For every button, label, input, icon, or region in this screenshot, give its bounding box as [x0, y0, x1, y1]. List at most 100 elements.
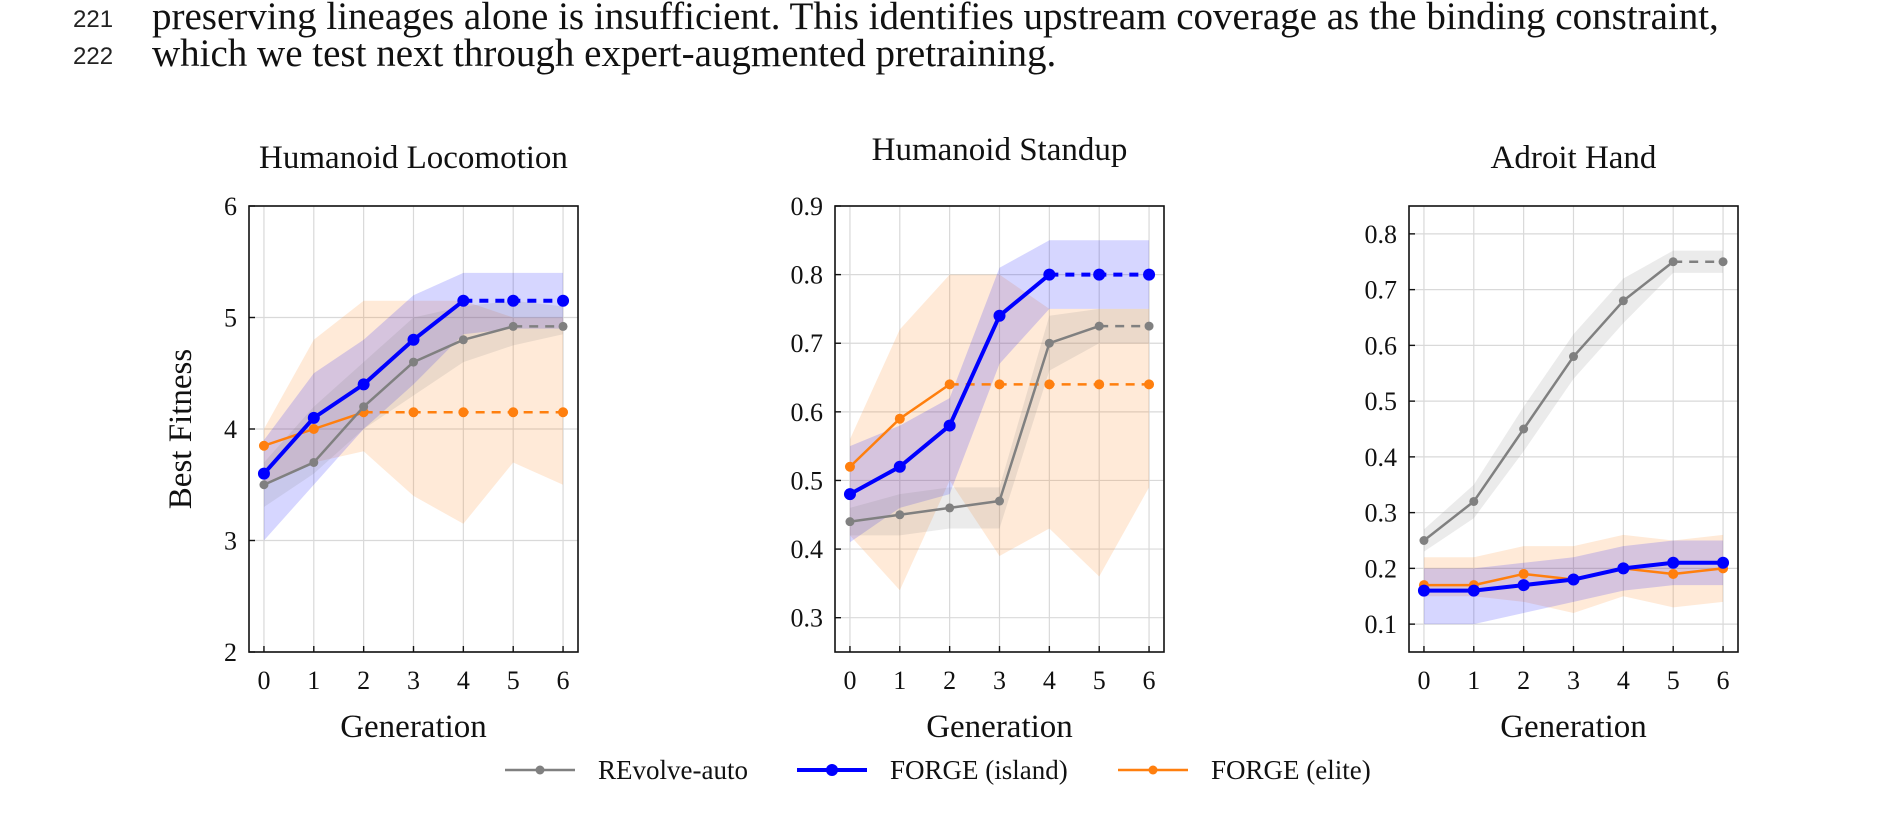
plot-area	[843, 240, 1156, 591]
data-point	[407, 333, 420, 346]
x-tick-label: 3	[407, 666, 420, 695]
data-point	[458, 407, 469, 418]
data-point	[357, 378, 370, 391]
data-point	[1419, 536, 1429, 545]
x-tick-label: 2	[943, 666, 956, 695]
confidence-band	[849, 240, 1150, 543]
data-point	[893, 460, 906, 473]
x-tick-label: 6	[1717, 666, 1730, 695]
legend-label: REvolve-auto	[598, 755, 748, 785]
data-point	[457, 294, 470, 307]
y-tick-label: 0.3	[791, 604, 824, 633]
chart-title: Humanoid Standup	[872, 132, 1128, 168]
series-line	[1423, 260, 1674, 542]
data-point	[1618, 296, 1628, 306]
legend-marker	[826, 764, 838, 776]
data-point	[508, 321, 518, 331]
y-tick-label: 0.1	[1365, 610, 1398, 639]
data-point	[895, 510, 905, 520]
x-tick-label: 0	[1417, 666, 1430, 695]
x-tick-label: 4	[1043, 666, 1056, 695]
y-tick-label: 3	[224, 527, 237, 556]
data-point	[508, 407, 519, 418]
x-tick-label: 6	[1143, 666, 1156, 695]
chart-panel: 0 1 2 3 4 5 6 2 3 4 5 6 Humanoid Locomotion Generatio…	[163, 140, 579, 745]
data-point	[995, 496, 1004, 506]
data-point	[558, 407, 569, 418]
x-tick-label: 6	[557, 666, 570, 695]
data-point	[1467, 584, 1480, 597]
y-tick-label: 4	[224, 415, 237, 444]
data-point	[258, 440, 269, 451]
data-point	[558, 321, 568, 331]
x-tick-label: 0	[843, 666, 856, 695]
series-line	[263, 325, 514, 486]
data-point	[1567, 573, 1580, 586]
legend-label: FORGE (island)	[890, 755, 1068, 785]
data-point	[943, 419, 956, 432]
data-point	[843, 488, 856, 501]
data-point	[1043, 268, 1056, 281]
confidence-band	[849, 308, 1150, 536]
y-tick-label: 6	[224, 192, 237, 221]
y-tick-label: 0.4	[1365, 443, 1398, 472]
data-point	[1144, 379, 1155, 390]
x-tick-label: 1	[893, 666, 906, 695]
data-point	[359, 402, 369, 412]
y-tick-label: 0.7	[791, 329, 824, 358]
plot-area	[1417, 250, 1730, 625]
data-point	[308, 424, 319, 434]
data-point	[844, 461, 855, 472]
line-number: 222	[73, 43, 114, 70]
chart-panel: 0 1 2 3 4 5 6 0.1 0.2 0.3 0.4 0.5 0.6 0.7 0.8 Adroit Ha…	[1365, 140, 1739, 745]
confidence-band	[1423, 250, 1724, 552]
y-tick-label: 5	[224, 304, 237, 333]
data-point	[307, 411, 320, 424]
data-point	[1569, 352, 1578, 362]
plot-area	[257, 272, 570, 541]
x-tick-label: 4	[457, 666, 470, 695]
data-point	[994, 379, 1005, 390]
y-tick-label: 0.5	[1365, 387, 1398, 416]
data-point	[845, 517, 855, 527]
data-point	[1469, 496, 1479, 506]
series-line	[849, 324, 1100, 523]
x-tick-label: 5	[1667, 666, 1680, 695]
x-tick-label: 1	[307, 666, 320, 695]
x-axis-label: Generation	[926, 709, 1073, 745]
data-point	[1667, 556, 1680, 569]
data-point	[1044, 379, 1055, 390]
paper-line-text: which we test next through expert-augmen…	[152, 32, 1057, 75]
x-tick-label: 5	[507, 666, 520, 695]
data-point	[1094, 321, 1104, 331]
chart-title: Adroit Hand	[1491, 140, 1657, 176]
data-point	[993, 309, 1006, 322]
legend-marker	[1148, 765, 1158, 775]
x-axis-label: Generation	[1500, 709, 1647, 745]
chart-panel: 0 1 2 3 4 5 6 0.3 0.4 0.5 0.6 0.7 0.8 0.9 Humanoid Sta…	[791, 132, 1165, 745]
data-point	[1093, 268, 1106, 281]
data-point	[1094, 379, 1105, 390]
data-point	[1668, 257, 1678, 267]
data-point	[259, 480, 269, 490]
y-tick-label: 0.6	[791, 398, 824, 427]
data-point	[1717, 556, 1730, 569]
data-point	[309, 457, 319, 467]
legend-label: FORGE (elite)	[1211, 755, 1371, 785]
y-tick-label: 0.6	[1365, 331, 1398, 360]
data-point	[458, 335, 468, 345]
data-point	[257, 467, 270, 480]
y-tick-label: 0.5	[791, 466, 824, 495]
x-tick-label: 3	[1567, 666, 1580, 695]
x-tick-label: 1	[1467, 666, 1480, 695]
x-tick-label: 0	[257, 666, 270, 695]
y-tick-label: 0.2	[1365, 554, 1398, 583]
data-point	[507, 294, 520, 307]
data-point	[409, 357, 418, 367]
data-point	[1519, 424, 1529, 434]
data-point	[1517, 579, 1530, 592]
y-tick-label: 2	[224, 638, 237, 667]
data-point	[945, 503, 955, 513]
data-point	[944, 379, 955, 390]
